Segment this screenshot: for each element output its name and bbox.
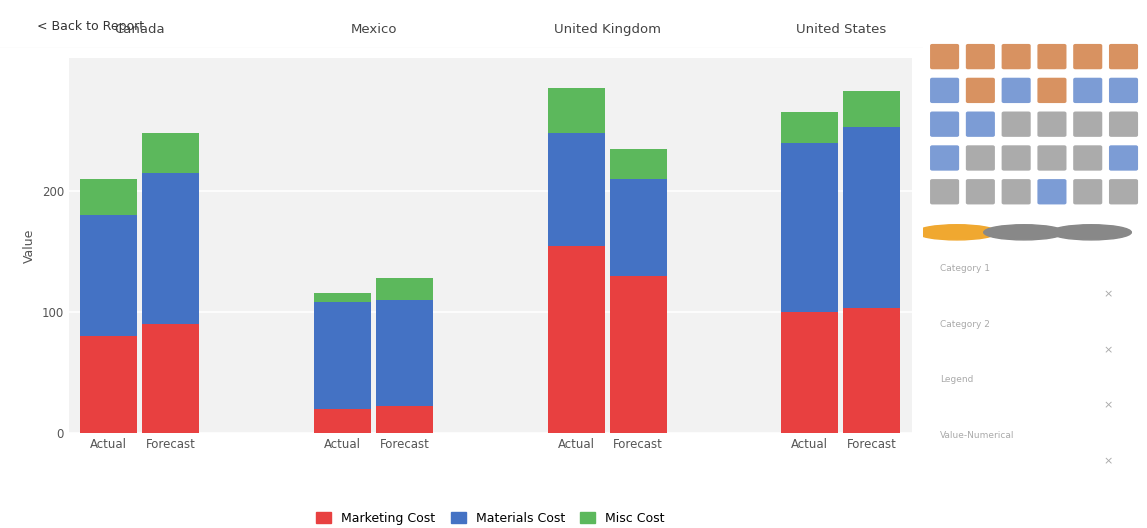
FancyBboxPatch shape: [1109, 78, 1138, 103]
Bar: [142, 133, 200, 173]
Bar: [80, 215, 138, 336]
FancyBboxPatch shape: [1109, 111, 1138, 137]
FancyBboxPatch shape: [1109, 44, 1138, 69]
Text: ActFor: ActFor: [946, 345, 977, 355]
FancyBboxPatch shape: [1037, 145, 1067, 171]
Text: ×: ×: [1103, 456, 1113, 466]
Circle shape: [1051, 225, 1131, 240]
Text: United Kingdom: United Kingdom: [554, 23, 661, 35]
Bar: [314, 293, 372, 303]
Text: Legend: Legend: [939, 375, 973, 384]
Bar: [547, 246, 604, 433]
FancyBboxPatch shape: [966, 179, 994, 204]
Circle shape: [916, 225, 997, 240]
Bar: [142, 324, 200, 433]
FancyBboxPatch shape: [1074, 145, 1102, 171]
Text: Category 2: Category 2: [939, 319, 990, 329]
Bar: [843, 308, 900, 433]
Bar: [142, 173, 200, 324]
FancyBboxPatch shape: [930, 179, 959, 204]
Bar: [609, 149, 666, 179]
Bar: [80, 179, 138, 215]
Text: Country: Country: [946, 290, 985, 299]
FancyBboxPatch shape: [966, 44, 994, 69]
FancyBboxPatch shape: [1074, 111, 1102, 137]
FancyBboxPatch shape: [930, 78, 959, 103]
Text: Mexico: Mexico: [350, 23, 397, 35]
Text: FILTERS: FILTERS: [945, 507, 994, 517]
FancyBboxPatch shape: [1001, 111, 1031, 137]
Text: United States: United States: [796, 23, 885, 35]
FancyBboxPatch shape: [1037, 111, 1067, 137]
Circle shape: [984, 225, 1064, 240]
FancyBboxPatch shape: [1109, 145, 1138, 171]
Bar: [781, 112, 838, 143]
FancyBboxPatch shape: [1001, 44, 1031, 69]
FancyBboxPatch shape: [966, 145, 994, 171]
FancyBboxPatch shape: [1001, 179, 1031, 204]
FancyBboxPatch shape: [1001, 145, 1031, 171]
Text: ×: ×: [1103, 401, 1113, 410]
Bar: [609, 179, 666, 276]
FancyBboxPatch shape: [1109, 179, 1138, 204]
Bar: [80, 336, 138, 433]
Bar: [781, 312, 838, 433]
FancyBboxPatch shape: [1074, 179, 1102, 204]
FancyBboxPatch shape: [930, 111, 959, 137]
FancyBboxPatch shape: [966, 78, 994, 103]
Bar: [843, 127, 900, 308]
FancyBboxPatch shape: [1074, 78, 1102, 103]
Bar: [781, 143, 838, 312]
FancyBboxPatch shape: [1074, 44, 1102, 69]
Bar: [843, 91, 900, 127]
FancyBboxPatch shape: [1001, 78, 1031, 103]
FancyBboxPatch shape: [1037, 179, 1067, 204]
Y-axis label: Value: Value: [23, 228, 37, 263]
Bar: [314, 303, 372, 409]
Text: Canada: Canada: [115, 23, 165, 35]
FancyBboxPatch shape: [930, 145, 959, 171]
Text: >: >: [1117, 13, 1129, 27]
Text: ×: ×: [1103, 345, 1113, 355]
FancyBboxPatch shape: [930, 44, 959, 69]
Text: VISUALIZATIONS: VISUALIZATIONS: [942, 13, 1052, 26]
Text: < Back to Report: < Back to Report: [37, 20, 145, 33]
Bar: [376, 300, 434, 407]
FancyBboxPatch shape: [1037, 78, 1067, 103]
Bar: [609, 276, 666, 433]
FancyBboxPatch shape: [1037, 44, 1067, 69]
FancyBboxPatch shape: [966, 111, 994, 137]
Text: Category: Category: [946, 401, 990, 410]
Bar: [376, 278, 434, 300]
Bar: [547, 88, 604, 133]
Legend: Marketing Cost, Materials Cost, Misc Cost: Marketing Cost, Materials Cost, Misc Cos…: [311, 507, 670, 528]
Text: Category 1: Category 1: [939, 264, 990, 274]
Text: Cost: Cost: [946, 456, 968, 466]
Bar: [547, 133, 604, 246]
Bar: [314, 409, 372, 433]
Text: Value-Numerical: Value-Numerical: [939, 430, 1014, 440]
Bar: [376, 407, 434, 433]
Text: ×: ×: [1103, 290, 1113, 299]
